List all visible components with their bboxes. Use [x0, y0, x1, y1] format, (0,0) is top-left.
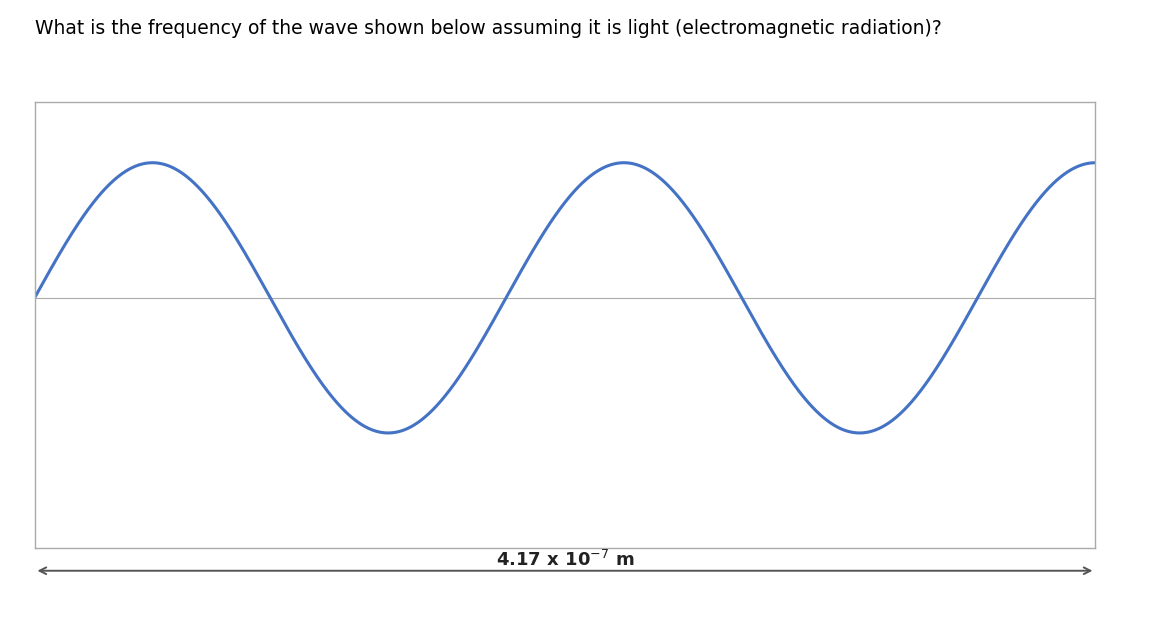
Text: 4.17 x 10$^{-7}$ m: 4.17 x 10$^{-7}$ m [496, 550, 634, 569]
Text: What is the frequency of the wave shown below assuming it is light (electromagne: What is the frequency of the wave shown … [35, 19, 941, 38]
